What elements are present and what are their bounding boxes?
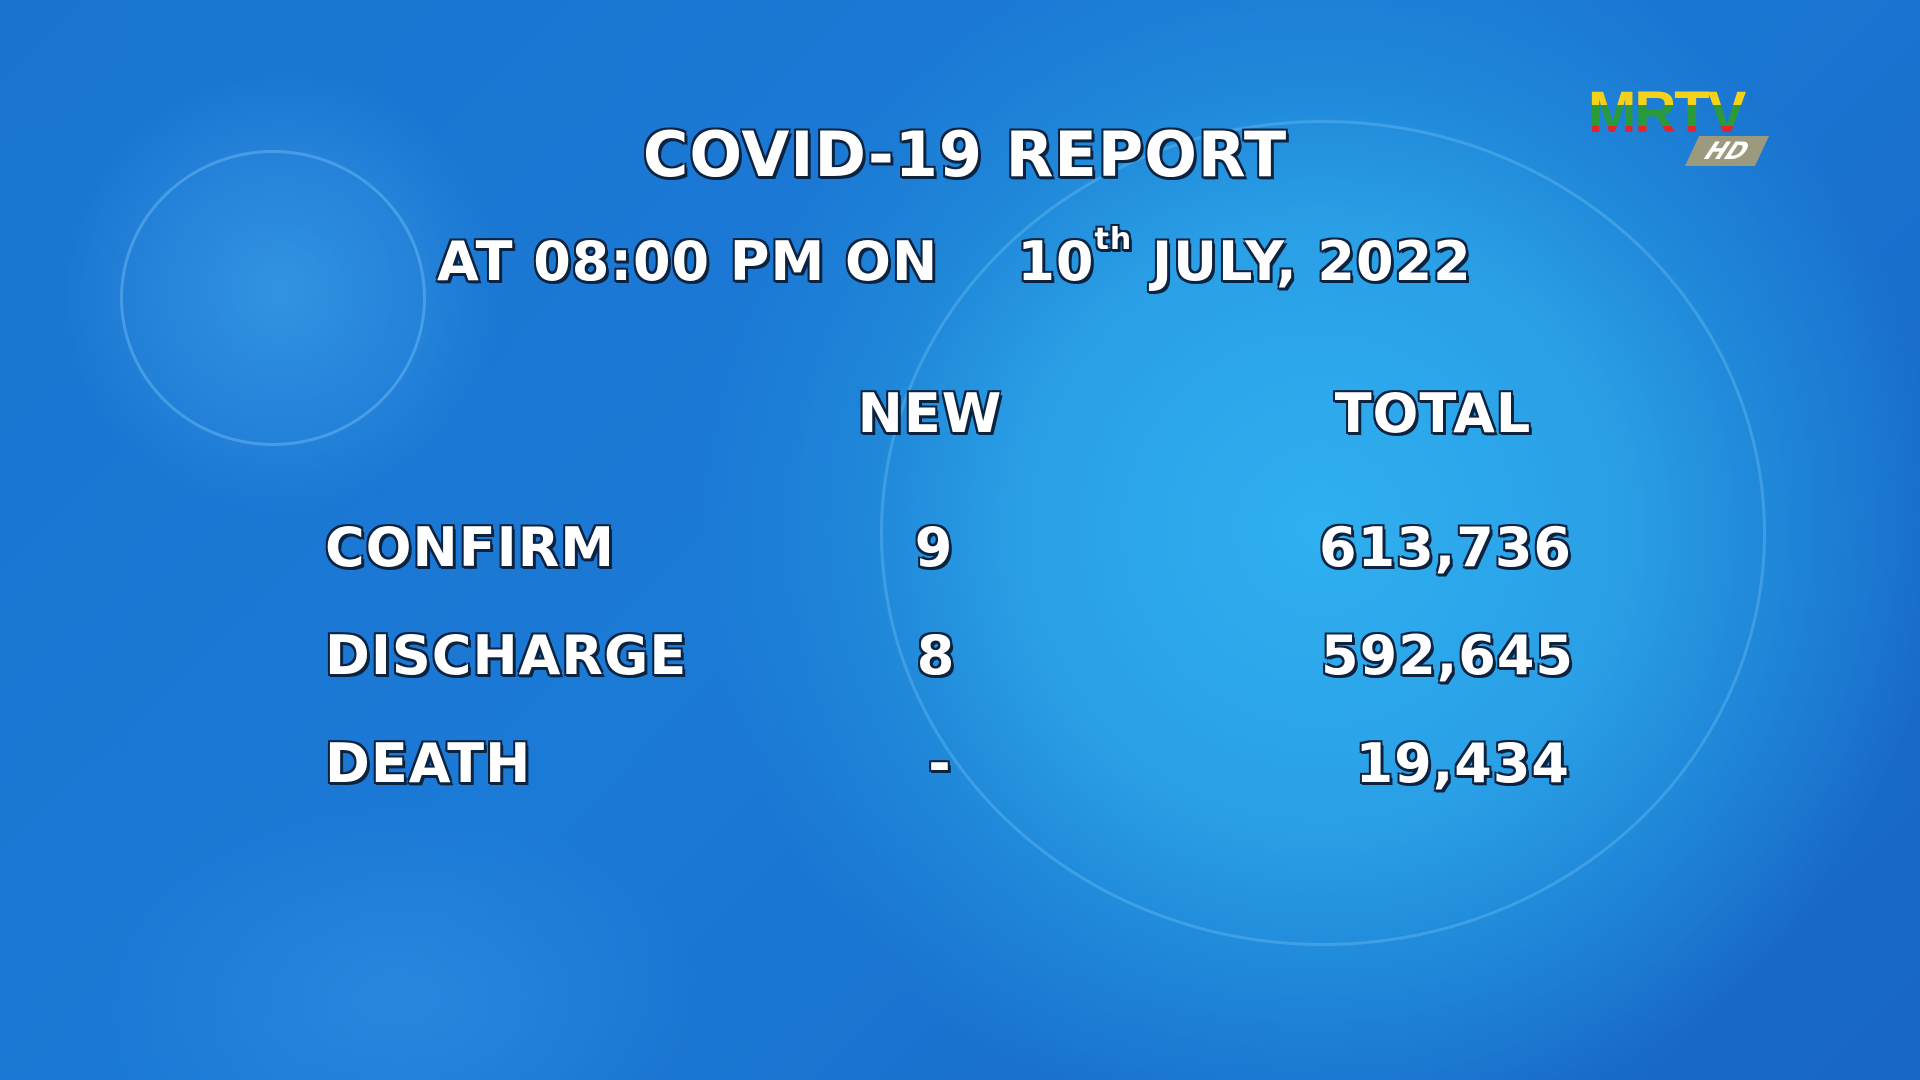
column-header-new: NEW [857,382,1003,445]
row-new: 9 [914,516,954,579]
row-label: CONFIRM [325,516,616,579]
row-total: 613,736 [1319,516,1572,579]
report-date: AT 08:00 PM ON 10th JULY, 2022 [437,222,1472,293]
logo-hd-badge: HD [1685,136,1769,166]
virus-background-large [880,120,1766,946]
column-header-total: TOTAL [1334,382,1532,445]
date-day: 10 [1017,230,1095,293]
row-total: 592,645 [1321,624,1574,687]
logo-text: MRTV [1588,84,1778,142]
report-title: COVID-19 REPORT [642,118,1288,191]
row-label: DEATH [325,732,532,795]
date-prefix: AT 08:00 PM ON [437,230,939,293]
row-new: 8 [916,624,956,687]
row-new: - [928,732,952,795]
row-total: 19,434 [1355,732,1570,795]
date-day-suffix: th [1094,222,1133,257]
row-label: DISCHARGE [325,624,688,687]
mrtv-hd-logo: MRTV HD [1588,84,1778,174]
virus-background-small [120,150,426,446]
date-rest: JULY, 2022 [1152,230,1472,293]
